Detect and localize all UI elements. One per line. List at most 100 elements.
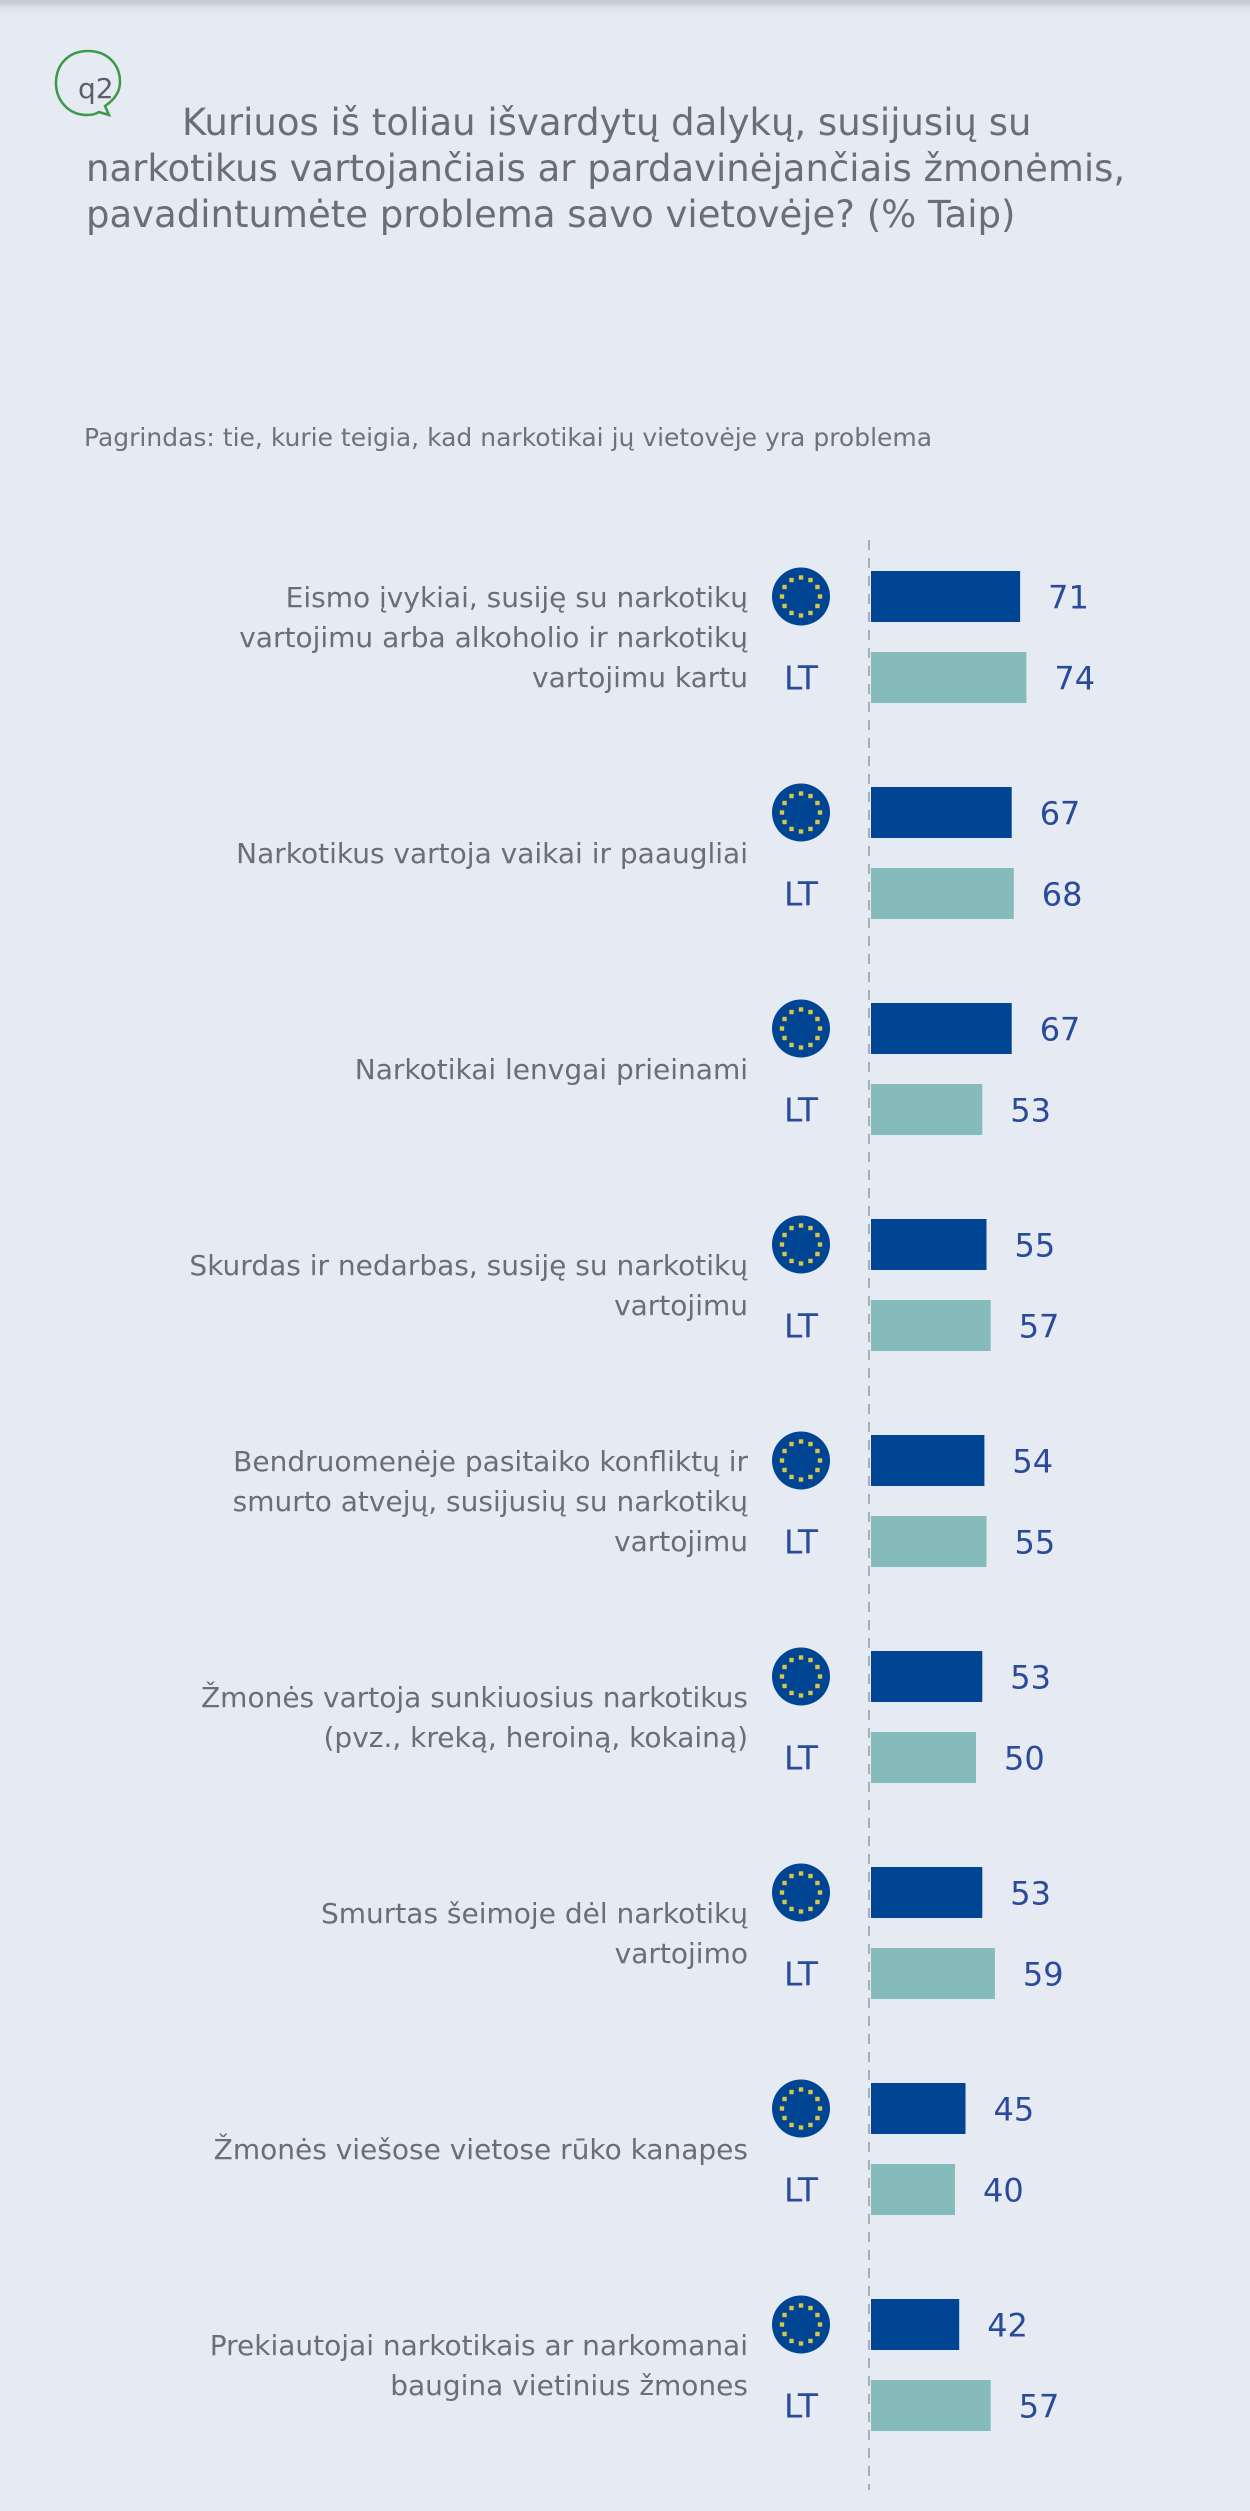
eu-star (808, 2338, 813, 2344)
eu-flag-icon (772, 2079, 830, 2138)
eu-star (798, 2341, 804, 2346)
eu-star (782, 584, 787, 590)
category-label: vartojimu (614, 1289, 748, 1322)
eu-star (782, 1016, 787, 1022)
bar-lt (871, 2164, 955, 2215)
eu-star (782, 1232, 787, 1238)
eu-star (815, 584, 820, 590)
bar-eu (871, 1651, 983, 1702)
category-label: baugina vietinius žmones (390, 2369, 748, 2402)
eu-star (817, 594, 823, 599)
question-title: Kuriuos iš toliau išvardytų dalykų, susi… (86, 101, 1126, 236)
value-label-eu: 67 (1040, 1011, 1081, 1049)
value-label-eu: 53 (1010, 1875, 1051, 1913)
category-label: vartojimu arba alkoholio ir narkotikų (239, 621, 748, 654)
eu-star (817, 1458, 823, 1463)
category-label: smurto atvejų, susijusių su narkotikų (233, 1485, 749, 1518)
eu-star (798, 613, 804, 618)
eu-star (782, 1251, 787, 1257)
eu-star (817, 2106, 823, 2111)
eu-star (789, 2122, 794, 2128)
value-label-eu: 45 (994, 2091, 1035, 2129)
eu-flag-icon (772, 999, 830, 1058)
lt-series-label: LT (784, 1091, 819, 1130)
value-label-eu: 55 (1015, 1227, 1056, 1265)
eu-star (789, 826, 794, 832)
eu-star (817, 1890, 823, 1895)
eu-star (815, 1016, 820, 1022)
eu-star (789, 2338, 794, 2344)
eu-star (782, 2096, 787, 2102)
eu-star (789, 1009, 794, 1015)
eu-star (782, 2115, 787, 2121)
eu-flag-icon (772, 1647, 830, 1706)
eu-star (817, 1242, 823, 1247)
eu-star (808, 610, 813, 616)
bar-eu (871, 1219, 987, 1270)
eu-star (782, 1448, 787, 1454)
eu-star (782, 1880, 787, 1886)
eu-star (808, 826, 813, 832)
eu-star (808, 2089, 813, 2095)
bar-eu (871, 571, 1021, 622)
value-label-lt: 50 (1004, 1740, 1045, 1778)
value-label-eu: 42 (987, 2307, 1028, 2345)
eu-star (789, 610, 794, 616)
eu-star (798, 1655, 804, 1660)
value-label-lt: 57 (1019, 1308, 1060, 1346)
eu-star (798, 2125, 804, 2130)
eu-star (815, 603, 820, 609)
eu-star (798, 2303, 804, 2308)
value-label-lt: 59 (1023, 1956, 1064, 1994)
lt-series-label: LT (784, 875, 819, 914)
eu-star (798, 1045, 804, 1050)
bar-eu (871, 2299, 960, 2350)
category-label: Žmonės viešose vietose rūko kanapes (214, 2132, 748, 2166)
speech-bubble-icon (54, 49, 122, 117)
lt-series-label: LT (784, 1955, 819, 1994)
eu-star (789, 2305, 794, 2311)
eu-star (782, 1683, 787, 1689)
bar-lt (871, 1300, 991, 1351)
bar-eu (871, 1003, 1012, 1054)
bar-lt (871, 1084, 983, 1135)
eu-star (789, 1225, 794, 1231)
category-label: Bendruomenėje pasitaiko konfliktų ir (233, 1445, 748, 1478)
eu-star (815, 2115, 820, 2121)
eu-star (798, 791, 804, 796)
eu-star (815, 1664, 820, 1670)
bar-lt (871, 2380, 991, 2431)
eu-star (779, 1242, 785, 1247)
eu-star (782, 2331, 787, 2337)
eu-star (789, 577, 794, 583)
eu-flag-icon (772, 1863, 830, 1922)
eu-star (789, 1873, 794, 1879)
eu-star (779, 2106, 785, 2111)
eu-star (817, 2322, 823, 2327)
value-label-eu: 54 (1012, 1443, 1053, 1481)
eu-star (789, 1474, 794, 1480)
eu-star (798, 1261, 804, 1266)
bar-lt (871, 868, 1014, 919)
category-label: Narkotikai lenvgai prieinami (355, 1053, 748, 1086)
eu-star (789, 1258, 794, 1264)
eu-star (789, 1657, 794, 1663)
question-number: q2 (78, 72, 114, 105)
eu-star (789, 1906, 794, 1912)
eu-flag-icon (772, 1431, 830, 1490)
top-shade (0, 0, 1250, 14)
eu-star (779, 1458, 785, 1463)
eu-star (789, 1042, 794, 1048)
value-label-lt: 40 (983, 2172, 1024, 2210)
eu-star (798, 829, 804, 834)
eu-star (782, 1467, 787, 1473)
eu-star (815, 1467, 820, 1473)
eu-star (798, 2087, 804, 2092)
value-label-lt: 55 (1015, 1524, 1056, 1562)
category-label: vartojimu kartu (532, 661, 748, 694)
bar-eu (871, 787, 1012, 838)
bar-chart: LT 71 74 Eismo įvykiai, susiję su narkotikų… (189, 540, 1095, 2490)
eu-star (798, 1477, 804, 1482)
lt-series-label: LT (784, 1523, 819, 1562)
value-label-lt: 53 (1010, 1092, 1051, 1130)
